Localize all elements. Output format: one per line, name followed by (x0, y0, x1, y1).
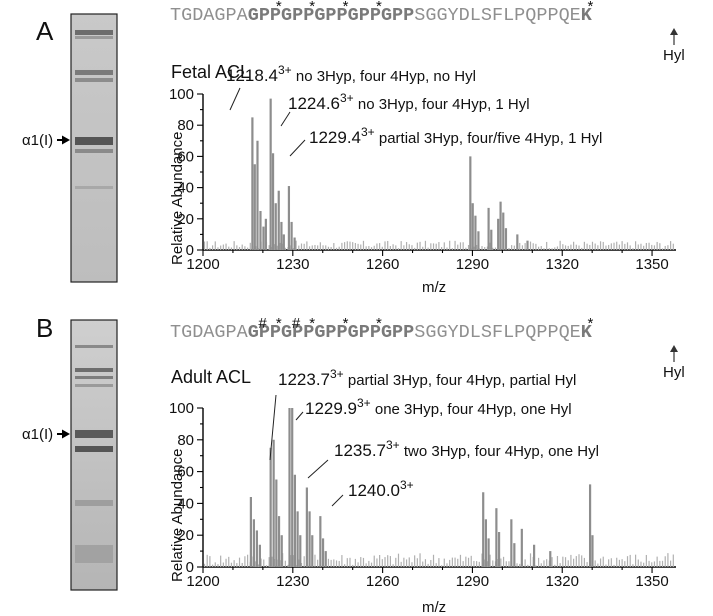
hyl-marker-b: Hyl (663, 345, 685, 381)
y-tick-label: 0 (186, 559, 194, 576)
annotation-a-3: 1229.43+ partial 3Hyp, four/five 4Hyp, 1… (289, 125, 602, 157)
annotation-b-4: 1240.03+ (331, 478, 414, 507)
sequence-marks-a: * * * * * (276, 0, 594, 15)
x-tick-label: 1350 (635, 256, 668, 273)
x-tick-label: 1320 (546, 573, 579, 590)
sequence-marks-b: # * # * * * * (258, 315, 593, 332)
svg-text:1235.73+ two 3Hyp, four 4Hyp,: 1235.73+ two 3Hyp, four 4Hyp, one Hyl (334, 438, 599, 460)
gel-lane-b (70, 319, 118, 591)
chart-title-a: Fetal ACL (171, 62, 250, 82)
x-tick-label: 1260 (366, 573, 399, 590)
svg-text:α1(I): α1(I) (22, 426, 53, 443)
x-tick-label: 1290 (456, 573, 489, 590)
sequence-b: TGDAGPAGPPGPPGPPGPPGPPSGGYDLSFLPQPPQEK (170, 322, 593, 343)
hash-mark: # (258, 315, 267, 332)
x-tick-label: 1200 (186, 573, 219, 590)
gel-label-a: α1(I) (22, 132, 70, 149)
svg-text:1224.63+ no 3Hyp, four 4Hyp, 1: 1224.63+ no 3Hyp, four 4Hyp, 1 Hyl (288, 91, 530, 113)
hash-mark: # (292, 315, 301, 332)
axes-a: 1200 1230 1260 1290 1320 1350 0 20 40 60 80 100 (169, 86, 676, 273)
y-axis-label-b: Relative Abundance (169, 449, 186, 582)
y-tick-label: 60 (177, 464, 194, 481)
star-mark: * (376, 0, 382, 15)
x-tick-label: 1290 (456, 256, 489, 273)
star-mark: * (587, 0, 593, 15)
x-axis-label-a: m/z (422, 279, 446, 296)
star-mark: * (376, 315, 382, 332)
svg-text:1223.73+ partial 3Hyp, four 4H: 1223.73+ partial 3Hyp, four 4Hyp, partia… (278, 367, 576, 389)
x-axis-label-b: m/z (422, 599, 446, 616)
star-mark: * (587, 315, 593, 332)
y-tick-label: 40 (177, 180, 194, 197)
y-tick-label: 20 (177, 211, 194, 228)
panel-letter-b: B (36, 313, 53, 343)
y-tick-label: 80 (177, 117, 194, 134)
x-tick-label: 1230 (276, 573, 309, 590)
chart-title-b: Adult ACL (171, 367, 251, 387)
svg-text:1229.43+ partial 3Hyp, four/fi: 1229.43+ partial 3Hyp, four/five 4Hyp, 1… (309, 125, 602, 147)
peaks-b (203, 408, 674, 567)
annotation-b-2: 1229.93+ one 3Hyp, four 4Hyp, one Hyl (295, 396, 572, 421)
y-tick-label: 80 (177, 432, 194, 449)
star-mark: * (276, 315, 282, 332)
y-tick-label: 100 (169, 86, 194, 103)
y-tick-label: 20 (177, 527, 194, 544)
svg-text:1229.93+ one 3Hyp, four 4Hyp,: 1229.93+ one 3Hyp, four 4Hyp, one Hyl (305, 396, 572, 418)
y-tick-label: 60 (177, 148, 194, 165)
svg-text:Hyl: Hyl (663, 364, 685, 381)
annotation-a-1: 1218.43+ no 3Hyp, four 4Hyp, no Hyl (226, 63, 476, 111)
x-tick-label: 1200 (186, 256, 219, 273)
sequence-a: TGDAGPAGPPGPPGPPGPPGPPSGGYDLSFLPQPPQEK (170, 5, 593, 26)
y-tick-label: 40 (177, 495, 194, 512)
x-tick-label: 1320 (546, 256, 579, 273)
y-tick-label: 100 (169, 400, 194, 417)
svg-text:1218.43+ no 3Hyp, four 4Hyp, n: 1218.43+ no 3Hyp, four 4Hyp, no Hyl (226, 63, 476, 85)
x-tick-label: 1350 (635, 573, 668, 590)
annotation-a-2: 1224.63+ no 3Hyp, four 4Hyp, 1 Hyl (280, 91, 530, 127)
x-tick-label: 1260 (366, 256, 399, 273)
x-tick-label: 1230 (276, 256, 309, 273)
star-mark: * (276, 0, 282, 15)
y-axis-label-a: Relative Abundance (169, 132, 186, 265)
peaks-a (203, 98, 674, 250)
svg-text:α1(I): α1(I) (22, 132, 53, 149)
star-mark: * (343, 315, 349, 332)
annotation-b-1: 1223.73+ partial 3Hyp, four 4Hyp, partia… (269, 367, 576, 461)
gel-label-b: α1(I) (22, 426, 70, 443)
y-tick-label: 0 (186, 242, 194, 259)
annotation-b-3: 1235.73+ two 3Hyp, four 4Hyp, one Hyl (307, 438, 599, 479)
star-mark: * (343, 0, 349, 15)
hyl-marker-a: Hyl (663, 28, 685, 64)
svg-text:1240.03+: 1240.03+ (348, 478, 414, 500)
svg-text:Hyl: Hyl (663, 47, 685, 64)
gel-lane-a (70, 13, 118, 283)
panel-letter-a: A (36, 16, 54, 46)
star-mark: * (309, 0, 315, 15)
star-mark: * (309, 315, 315, 332)
